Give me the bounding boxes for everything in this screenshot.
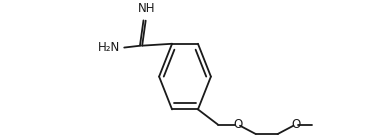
Text: NH: NH (137, 2, 155, 15)
Text: H₂N: H₂N (98, 41, 120, 54)
Text: O: O (291, 118, 300, 131)
Text: O: O (233, 118, 243, 131)
